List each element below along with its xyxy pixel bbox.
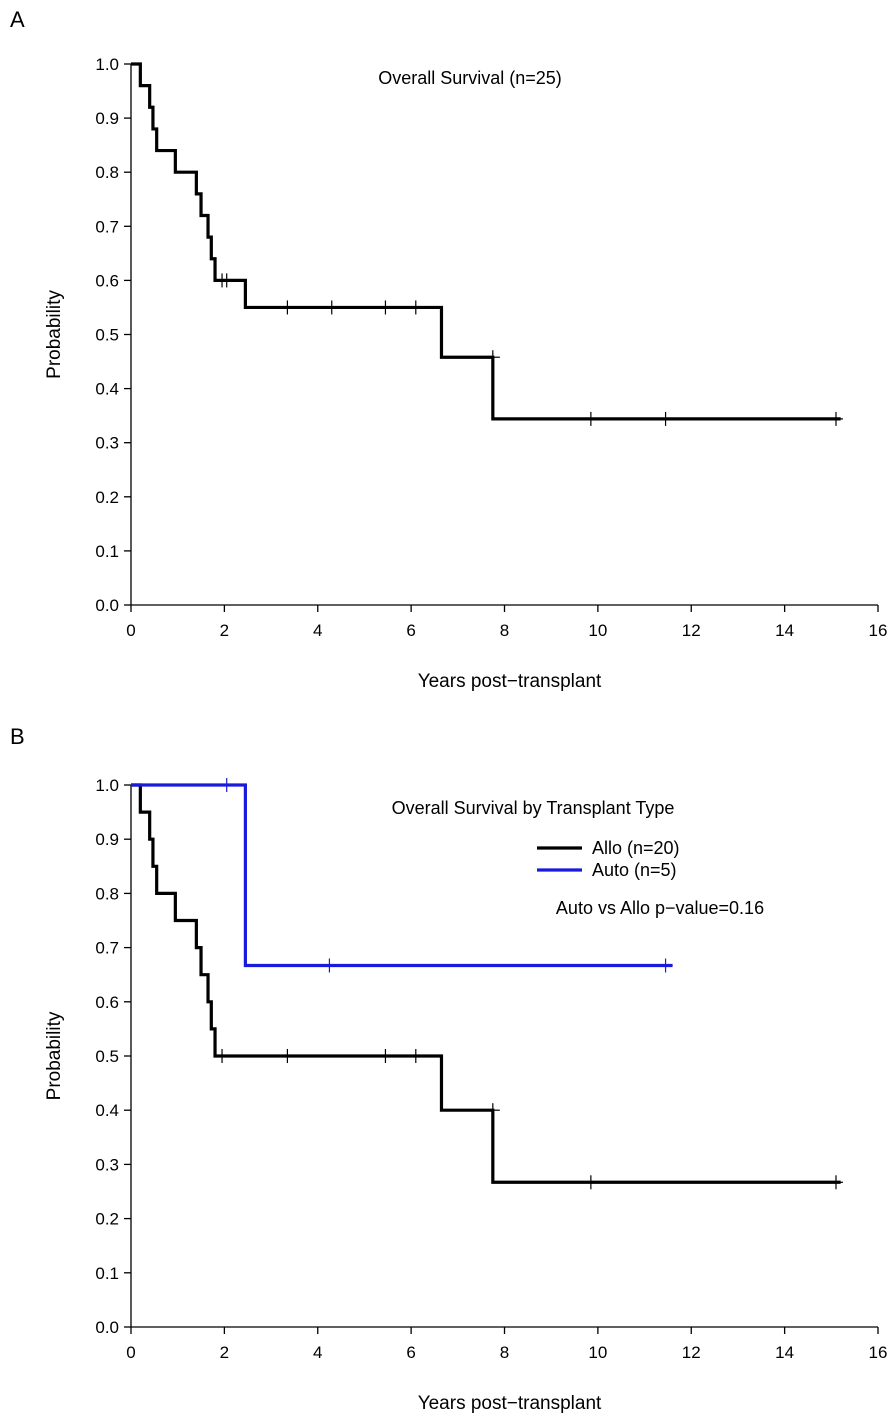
x-tick-label: 12 [682, 1343, 701, 1362]
x-axis-title: Years post−transplant [418, 671, 602, 692]
x-tick-label: 10 [588, 621, 607, 640]
y-tick-label: 0.3 [95, 434, 119, 453]
x-tick-label: 2 [220, 1343, 229, 1362]
y-tick-label: 0.0 [95, 1318, 119, 1337]
x-tick-label: 8 [500, 621, 509, 640]
y-tick-label: 0.1 [95, 1264, 119, 1283]
x-tick-label: 6 [406, 621, 415, 640]
y-tick-label: 0.9 [95, 109, 119, 128]
y-tick-label: 0.3 [95, 1155, 119, 1174]
y-tick-label: 1.0 [95, 55, 119, 74]
x-tick-label: 16 [869, 621, 888, 640]
x-tick-label: 6 [406, 1343, 415, 1362]
x-tick-label: 0 [126, 1343, 135, 1362]
y-tick-label: 0.7 [95, 217, 119, 236]
survival-curve-auto [131, 783, 673, 968]
y-tick-label: 0.4 [95, 1101, 119, 1120]
y-tick-label: 0.5 [95, 1047, 119, 1066]
legend-label: Auto (n=5) [592, 860, 677, 880]
y-tick-label: 1.0 [95, 776, 119, 795]
panel-letter: B [10, 724, 25, 749]
p-value-annotation: Auto vs Allo p−value=0.16 [556, 898, 764, 918]
y-tick-label: 0.2 [95, 488, 119, 507]
x-tick-label: 4 [313, 1343, 322, 1362]
panel-a: A 0.0 0.1 0.2 0.3 0.4 0.5 0.6 0.7 0.8 0.9 1.0 0 2 4 6 8 1… [10, 7, 887, 692]
plot-title: Overall Survival by Transplant Type [392, 798, 675, 818]
x-tick-label: 4 [313, 621, 322, 640]
y-tick-label: 0.9 [95, 830, 119, 849]
x-tick-label: 0 [126, 621, 135, 640]
x-tick-label: 14 [775, 1343, 794, 1362]
y-tick-label: 0.6 [95, 271, 119, 290]
y-tick-label: 0.0 [95, 596, 119, 615]
y-tick-label: 0.7 [95, 939, 119, 958]
survival-curve-overall [131, 62, 841, 421]
y-tick-label: 0.5 [95, 326, 119, 345]
y-tick-label: 0.6 [95, 993, 119, 1012]
x-tick-label: 2 [220, 621, 229, 640]
y-tick-label: 0.1 [95, 542, 119, 561]
y-tick-label: 0.8 [95, 163, 119, 182]
panel-letter: A [10, 7, 25, 32]
x-axis-title: Years post−transplant [418, 1393, 602, 1414]
plot-title: Overall Survival (n=25) [378, 68, 562, 88]
x-tick-label: 14 [775, 621, 794, 640]
y-axis-title: Probability [44, 1011, 65, 1100]
legend-label: Allo (n=20) [592, 838, 680, 858]
y-axis-title: Probability [44, 290, 65, 379]
x-tick-label: 12 [682, 621, 701, 640]
x-tick-label: 8 [500, 1343, 509, 1362]
survival-curve-allo [131, 783, 841, 1184]
panel-b: B 0.0 0.1 0.2 0.3 0.4 0.5 0.6 0.7 0.8 0.9 1.0 0 2 4 6 8 1… [10, 724, 887, 1414]
x-tick-label: 10 [588, 1343, 607, 1362]
x-tick-label: 16 [869, 1343, 888, 1362]
y-tick-label: 0.2 [95, 1210, 119, 1229]
y-tick-label: 0.8 [95, 884, 119, 903]
y-tick-label: 0.4 [95, 380, 119, 399]
